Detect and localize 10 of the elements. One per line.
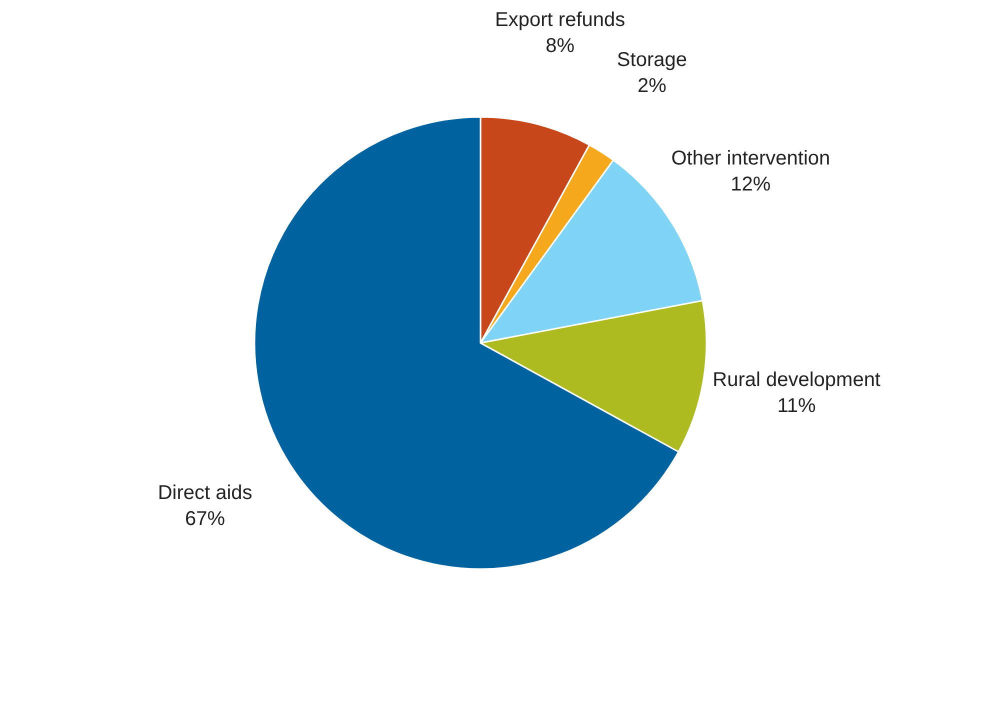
slice-label: Storage bbox=[616, 48, 687, 71]
data-label: 2% bbox=[638, 74, 667, 97]
data-label: 67% bbox=[185, 508, 226, 530]
slice-label: Direct aids bbox=[158, 482, 252, 504]
data-label: 8% bbox=[546, 35, 575, 58]
data-label: 11% bbox=[777, 395, 816, 418]
slice-label: Rural development bbox=[712, 369, 881, 392]
slice-label: Other intervention bbox=[671, 148, 830, 170]
slice-label: Export refunds bbox=[495, 9, 626, 32]
data-label: 12% bbox=[730, 174, 771, 196]
